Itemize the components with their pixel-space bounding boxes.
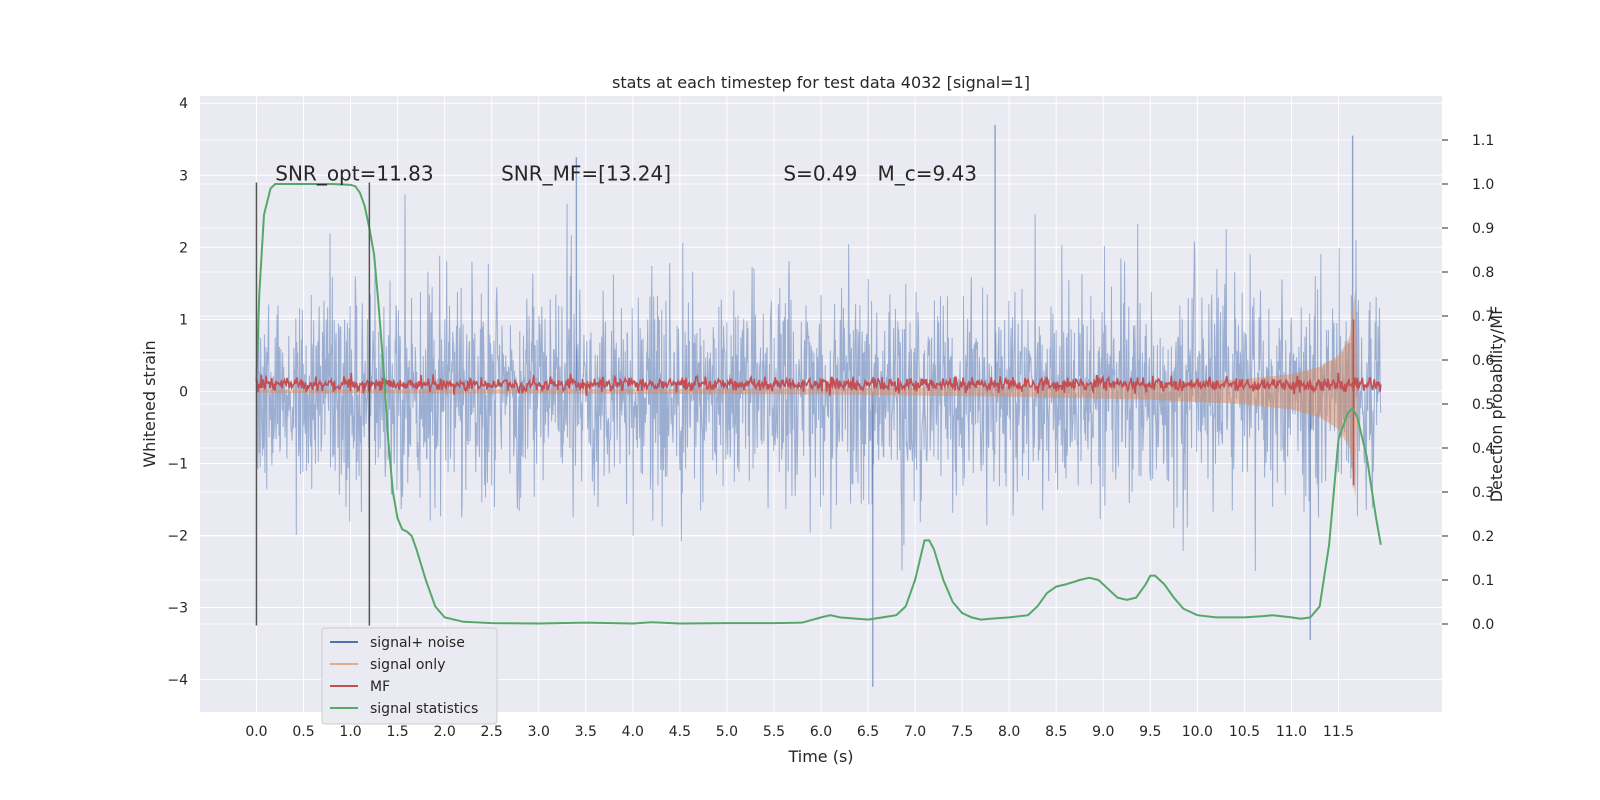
x-tick-label: 6.0	[810, 724, 832, 740]
x-tick-label: 10.0	[1182, 724, 1213, 740]
x-tick-label: 6.5	[857, 724, 879, 740]
y-tick-label: 3	[179, 168, 188, 184]
x-tick-label: 2.0	[434, 724, 456, 740]
vertical-lines	[255, 182, 371, 626]
y-right-tick-label: 1.1	[1472, 133, 1494, 149]
y-axis-label: Whitened strain	[140, 340, 159, 467]
y-right-tick-label: 0.7	[1472, 309, 1494, 325]
y-right-tick-label: 0.9	[1472, 221, 1494, 237]
y-tick-label: −1	[167, 456, 188, 472]
y-right-tick-label: 0.2	[1472, 529, 1494, 545]
y-tick-label: 4	[179, 96, 188, 112]
x-tick-label: 1.5	[386, 724, 408, 740]
series-layer	[255, 124, 1382, 687]
x-tick-label: 8.5	[1045, 724, 1067, 740]
x-tick-label: 4.5	[669, 724, 691, 740]
annotation-snr-mf: SNR_MF=[13.24]	[501, 161, 671, 185]
legend-items: signal+ noise signal only MF signal statist…	[330, 635, 478, 717]
legend-label: signal+ noise	[370, 635, 465, 651]
annotation-s-value: S=0.49	[783, 161, 857, 185]
series-line-signal-statistics	[255, 183, 1382, 625]
x-tick-label: 0.0	[245, 724, 267, 740]
x-tick-label: 5.5	[763, 724, 785, 740]
legend-label: MF	[370, 679, 390, 695]
y-right-tick-label: 0.3	[1472, 485, 1494, 501]
series-line-mf	[256, 372, 1382, 396]
y-tick-label: 2	[179, 240, 188, 256]
x-tick-label: 3.0	[528, 724, 550, 740]
x-tick-labels: 0.0 0.5 1.0 1.5 2.0 2.5 3.0 3.5 4.0 4.5 5.0 5.5 6.0 6…	[245, 724, 1354, 740]
x-tick-label: 2.5	[481, 724, 503, 740]
y-right-tick-label: 0.1	[1472, 573, 1494, 589]
legend-label: signal only	[370, 657, 445, 673]
x-tick-label: 9.0	[1092, 724, 1114, 740]
x-tick-label: 0.5	[292, 724, 314, 740]
x-tick-label: 11.5	[1323, 724, 1354, 740]
series-line-signal-noise	[255, 194, 1382, 571]
y-right-tick-label: 0.5	[1472, 397, 1494, 413]
y-right-tick-label: 0.0	[1472, 617, 1494, 633]
y-tick-label: 0	[179, 384, 188, 400]
y-tick-label: −2	[167, 528, 188, 544]
x-tick-label: 10.5	[1229, 724, 1260, 740]
x-tick-label: 4.0	[622, 724, 644, 740]
x-tick-label: 5.0	[716, 724, 738, 740]
y-tick-label: −4	[167, 673, 188, 689]
y-tick-label: −3	[167, 601, 188, 617]
y-right-tick-label: 0.4	[1472, 441, 1494, 457]
x-tick-label: 1.0	[339, 724, 361, 740]
legend-box	[321, 627, 498, 725]
x-tick-label: 7.0	[904, 724, 926, 740]
x-tick-label: 8.0	[998, 724, 1020, 740]
x-tick-label: 7.5	[951, 724, 973, 740]
annotation-mc-value: M_c=9.43	[877, 161, 977, 185]
x-axis-label: Time (s)	[787, 747, 853, 766]
annotations: SNR_opt=11.83 SNR_MF=[13.24] S=0.49 M_c=9.4…	[275, 161, 977, 185]
y-tick-labels: −4 −3 −2 −1 0 1 2 3 4	[167, 96, 188, 688]
y-right-tick-label: 0.6	[1472, 353, 1494, 369]
x-tick-label: 9.5	[1139, 724, 1161, 740]
legend-label: signal statistics	[370, 701, 478, 717]
y-right-tick-labels: 0.0 0.1 0.2 0.3 0.4 0.5 0.6 0.7 0.8 0.9 1.0 1.1	[1442, 133, 1494, 633]
chart-title: stats at each timestep for test data 403…	[612, 73, 1030, 92]
y-right-axis-label: Detection probability/MF	[1487, 306, 1506, 503]
annotation-snr-opt: SNR_opt=11.83	[275, 161, 433, 185]
x-tick-label: 3.5	[575, 724, 597, 740]
series-area-signal-only	[256, 289, 1358, 499]
x-tick-label: 11.0	[1276, 724, 1307, 740]
y-tick-label: 1	[179, 312, 188, 328]
y-right-tick-label: 1.0	[1472, 177, 1494, 193]
legend: signal+ noise signal only MF signal statist…	[321, 627, 498, 725]
y-right-tick-label: 0.8	[1472, 265, 1494, 281]
